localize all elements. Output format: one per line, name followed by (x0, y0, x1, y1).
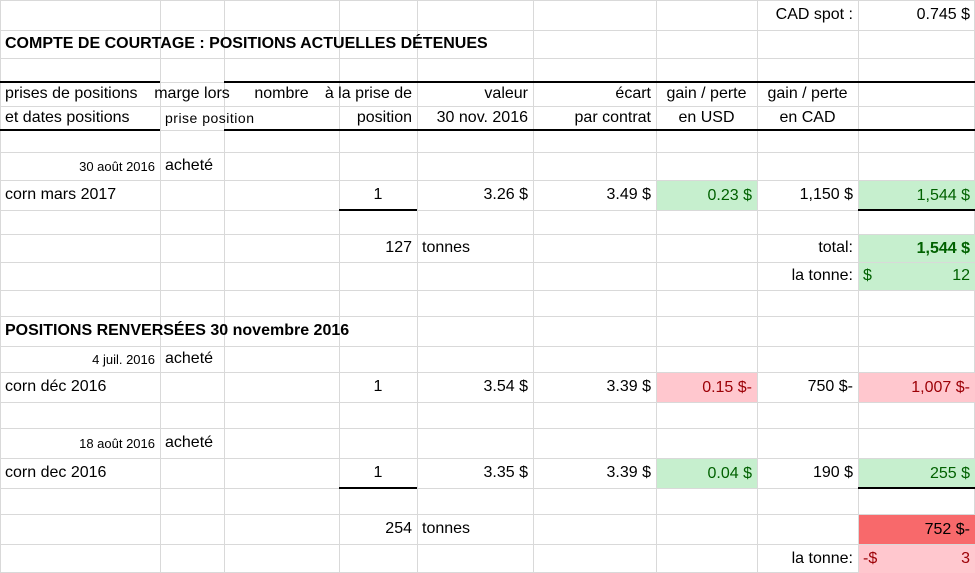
spread: 0.04 $ (657, 459, 757, 488)
contract: corn mars 2017 (5, 186, 117, 203)
spread: 0.15 $- (657, 373, 757, 402)
border-line (224, 129, 975, 131)
tonnes: 254 (385, 520, 412, 537)
column-header: prise position (165, 110, 255, 126)
tonnes: 127 (385, 239, 412, 256)
gain-usd: 1,150 $ (799, 186, 853, 203)
grid-line (0, 372, 975, 373)
number: 1 (373, 464, 383, 481)
gain-cad: 1,007 $- (859, 373, 975, 402)
border-line (339, 209, 417, 211)
label: CAD spot : (775, 6, 853, 23)
number: 1 (373, 378, 383, 395)
date: 18 août 2016 (79, 435, 155, 451)
border-line (858, 487, 975, 489)
grid-line (339, 0, 340, 573)
grid-line (0, 428, 975, 429)
column-header: en CAD (779, 109, 836, 126)
title: COMPTE DE COURTAGE : POSITIONS ACTUELLES… (5, 35, 488, 52)
border-line (224, 81, 975, 83)
grid-line (0, 544, 975, 545)
grid-line (0, 262, 975, 263)
column-header: valeur (484, 85, 528, 102)
grid-line (656, 0, 657, 573)
column-header: gain / perte (666, 85, 747, 102)
cell-fill (859, 545, 975, 573)
label: total: (818, 239, 853, 256)
contract: corn dec 2016 (5, 464, 107, 481)
grid-line (533, 0, 534, 573)
grid-line (0, 58, 975, 59)
grid-line (0, 30, 975, 31)
action: acheté (165, 350, 214, 367)
per-tonne: 12 (952, 267, 970, 284)
grid-line (0, 290, 975, 291)
column-header: gain / perte (767, 85, 848, 102)
grid-line (0, 402, 975, 403)
price: 3.54 $ (483, 378, 528, 395)
border-line (0, 129, 160, 131)
column-header: marge lors (154, 85, 230, 102)
grid-line (858, 0, 859, 573)
currency: $ (863, 267, 872, 284)
value: 3.39 $ (606, 378, 651, 395)
column-header: 30 nov. 2016 (436, 109, 528, 126)
label: la tonne: (791, 267, 853, 284)
column-header: et dates positions (5, 109, 130, 126)
action: acheté (165, 434, 214, 451)
grid-line (160, 0, 161, 573)
border-line (858, 209, 975, 211)
border-line (339, 487, 417, 489)
grid-line (224, 0, 225, 573)
gain-usd: 750 $- (807, 378, 853, 395)
column-header: à la prise de (324, 85, 412, 102)
contract: corn déc 2016 (5, 378, 107, 395)
column-header: écart (615, 85, 651, 102)
section-title: POSITIONS RENVERSÉES 30 novembre 2016 (5, 322, 350, 339)
value: 0.745 $ (916, 6, 970, 23)
per-tonne: 3 (961, 549, 970, 567)
label: tonnes (422, 520, 471, 537)
price: 3.26 $ (483, 186, 528, 203)
grid-line (0, 0, 1, 573)
gain-cad: 1,544 $ (859, 181, 975, 210)
label: la tonne: (791, 549, 853, 567)
grid-line (0, 152, 975, 153)
column-header: prises de positions (5, 85, 138, 102)
total: 1,544 $ (859, 235, 975, 262)
grid-line (417, 0, 418, 573)
border-line (0, 81, 160, 83)
currency: -$ (863, 549, 878, 567)
grid-line (0, 106, 975, 107)
grid-line (0, 514, 975, 515)
gain-cad: 255 $ (859, 459, 975, 488)
number: 1 (373, 186, 383, 203)
cell-fill (859, 263, 975, 290)
column-header: en USD (678, 109, 735, 126)
action: acheté (165, 157, 214, 174)
date: 30 août 2016 (79, 158, 155, 174)
date: 4 juil. 2016 (92, 351, 155, 367)
value: 3.49 $ (606, 186, 651, 203)
gain-usd: 190 $ (812, 464, 853, 481)
value: 3.39 $ (606, 464, 651, 481)
grid-line (0, 210, 975, 211)
grid-line (0, 180, 975, 181)
grid-line (0, 316, 975, 317)
column-header: position (356, 109, 412, 126)
grid-line (0, 234, 975, 235)
grid-line (0, 346, 975, 347)
grid-line (0, 458, 975, 459)
grid-line (0, 0, 975, 1)
grid-line (757, 0, 758, 573)
spread: 0.23 $ (657, 181, 757, 210)
price: 3.35 $ (483, 464, 528, 481)
column-header: nombre (254, 85, 309, 102)
total: 752 $- (859, 515, 975, 544)
column-header: par contrat (574, 109, 651, 126)
grid-line (0, 488, 975, 489)
label: tonnes (422, 239, 471, 256)
